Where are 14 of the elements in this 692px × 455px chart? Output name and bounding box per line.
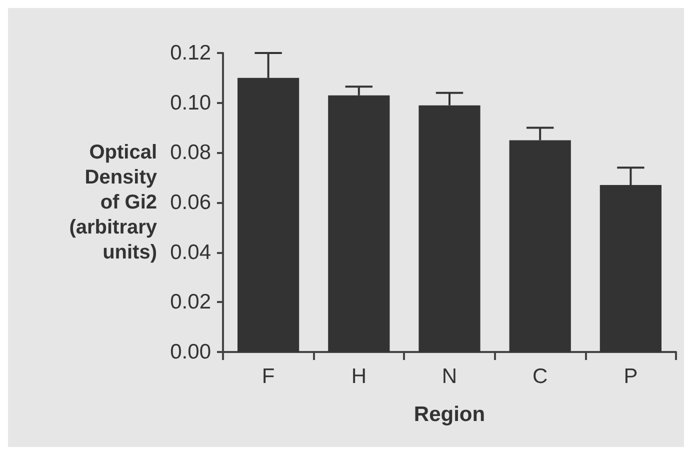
- x-tick-label: F: [262, 365, 275, 388]
- y-tick-label: 0.04: [170, 240, 212, 264]
- y-axis-title: Optical Density of Gi2 (arbitrary units): [69, 142, 158, 264]
- y-tick-label: 0.00: [170, 340, 211, 364]
- y-tick-label: 0.02: [170, 290, 211, 314]
- y-tick-label: 0.10: [170, 91, 211, 114]
- y-tick-label: 0.08: [170, 141, 211, 164]
- y-tick-label: 0.06: [170, 191, 211, 214]
- x-axis-title: Region: [414, 403, 486, 426]
- x-tick-label: N: [442, 365, 458, 388]
- x-tick-label: P: [624, 365, 638, 388]
- x-tick-label: C: [532, 365, 548, 388]
- y-tick-label: 0.12: [170, 42, 211, 64]
- x-tick-label: H: [351, 365, 366, 388]
